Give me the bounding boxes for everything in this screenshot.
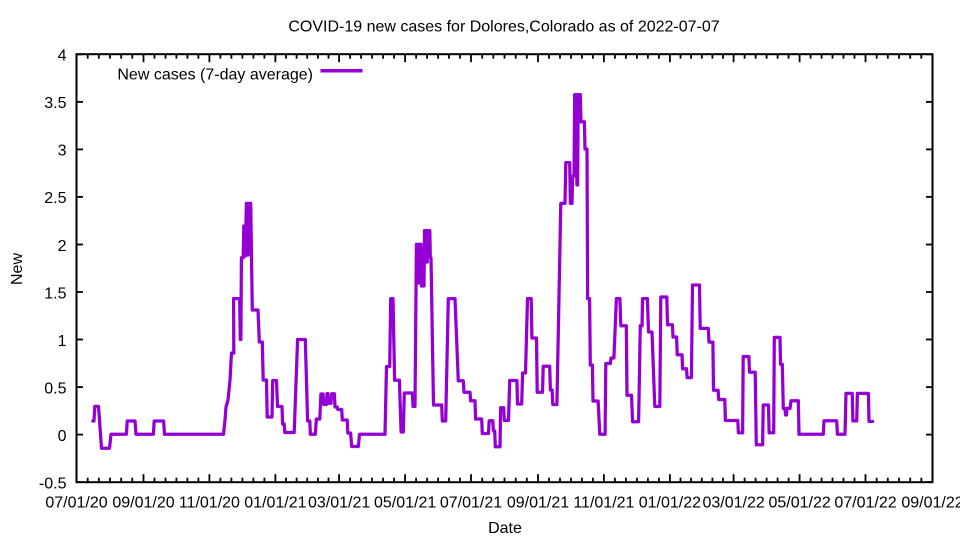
svg-text:01/01/21: 01/01/21 <box>244 495 306 512</box>
svg-text:07/01/22: 07/01/22 <box>834 495 896 512</box>
svg-text:03/01/21: 03/01/21 <box>308 495 370 512</box>
svg-text:New: New <box>9 253 26 285</box>
svg-text:05/01/21: 05/01/21 <box>374 495 436 512</box>
svg-text:05/01/22: 05/01/22 <box>768 495 830 512</box>
svg-text:1: 1 <box>58 333 67 350</box>
svg-text:4: 4 <box>58 48 67 65</box>
svg-text:-0.5: -0.5 <box>39 475 67 492</box>
svg-text:11/01/21: 11/01/21 <box>573 495 634 512</box>
svg-text:1.5: 1.5 <box>44 285 66 302</box>
svg-text:2.5: 2.5 <box>44 190 66 207</box>
svg-text:New cases (7-day average): New cases (7-day average) <box>117 67 313 84</box>
svg-text:09/01/20: 09/01/20 <box>112 495 174 512</box>
svg-text:11/01/20: 11/01/20 <box>179 495 240 512</box>
svg-text:07/01/21: 07/01/21 <box>440 495 502 512</box>
svg-text:3: 3 <box>58 143 67 160</box>
svg-text:09/01/22: 09/01/22 <box>901 495 960 512</box>
svg-text:09/01/21: 09/01/21 <box>507 495 569 512</box>
svg-text:2: 2 <box>58 238 67 255</box>
svg-text:0.5: 0.5 <box>44 380 66 397</box>
svg-text:03/01/22: 03/01/22 <box>702 495 764 512</box>
svg-text:07/01/20: 07/01/20 <box>45 495 107 512</box>
svg-text:Date: Date <box>488 520 522 537</box>
svg-text:0: 0 <box>58 428 67 445</box>
svg-text:01/01/22: 01/01/22 <box>639 495 701 512</box>
svg-text:COVID-19 new cases for Dolores: COVID-19 new cases for Dolores,Colorado … <box>288 19 719 36</box>
svg-text:3.5: 3.5 <box>44 95 66 112</box>
